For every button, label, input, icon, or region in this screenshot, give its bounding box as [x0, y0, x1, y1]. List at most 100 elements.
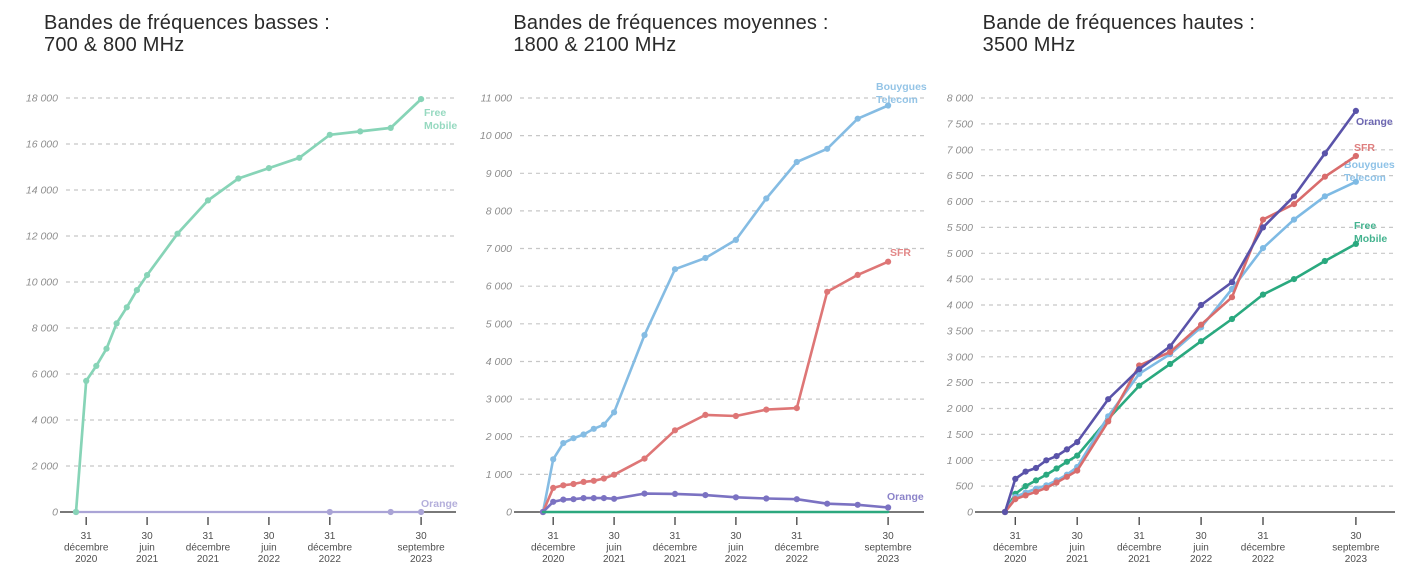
y-tick-label: 10 000 — [480, 130, 512, 142]
series-point-free-mobile — [103, 345, 110, 352]
series-point-orange — [1011, 475, 1019, 482]
series-point-bouygues-telecom — [794, 158, 801, 166]
series-point-orange — [1352, 107, 1359, 114]
series-point-free-mobile — [113, 320, 120, 327]
y-tick-label: 1 500 — [946, 429, 972, 441]
series-label-sfr: SFR — [1354, 142, 1375, 154]
chart-title-line1: Bande de fréquences hautes : — [982, 12, 1256, 34]
series-line-orange — [1003, 109, 1357, 514]
series-point-bouygues-telecom — [1321, 193, 1328, 200]
x-tick-label: 2022 — [725, 554, 748, 565]
series-point-free-mobile — [1135, 382, 1142, 389]
series-point-orange — [702, 492, 709, 499]
series-point-bouygues-telecom — [885, 102, 892, 109]
series-point-sfr — [570, 480, 577, 488]
series-label-free-mobile: Free — [424, 107, 446, 119]
y-tick-label: 8 000 — [486, 205, 512, 217]
y-tick-label: 8 000 — [946, 93, 972, 105]
series-point-free-mobile — [1022, 483, 1029, 490]
series-point-sfr — [702, 411, 709, 418]
series-point-free-mobile — [235, 175, 242, 182]
series-point-bouygues-telecom — [611, 409, 618, 416]
chart-title-line1: Bandes de fréquences basses : — [44, 12, 330, 34]
series-point-sfr — [1197, 321, 1204, 328]
x-tick-label: 30 — [416, 531, 428, 542]
chart-title-line2: 700 & 800 MHz — [44, 34, 185, 56]
x-tick-label: juin — [606, 543, 623, 554]
series-point-sfr — [1053, 479, 1060, 486]
series-point-sfr — [611, 471, 618, 478]
series-point-free-mobile — [1073, 452, 1080, 459]
series-point-sfr — [1063, 473, 1070, 480]
series-point-sfr — [1073, 467, 1080, 474]
series-point-orange — [611, 495, 618, 502]
y-tick-label: 8 000 — [32, 323, 58, 335]
x-tick-label: 30 — [142, 531, 154, 542]
x-tick-label: 31 — [548, 531, 560, 542]
series-point-sfr — [1104, 418, 1111, 425]
x-tick-label: juin — [1068, 543, 1085, 554]
series-label-orange: Orange — [1356, 116, 1393, 128]
x-tick-label: 2023 — [410, 554, 433, 565]
series-point-sfr — [1228, 294, 1235, 301]
series-label-bouygues-telecom: Bouygues — [876, 81, 927, 93]
charts-row: Bandes de fréquences basses : 700 & 800 … — [26, 0, 1408, 568]
series-point-bouygues-telecom — [672, 266, 679, 273]
series-point-free-mobile — [357, 128, 364, 135]
series-point-free-mobile — [93, 362, 100, 369]
series-point-orange — [560, 496, 567, 503]
y-tick-label: 6 000 — [32, 369, 58, 381]
x-tick-label: 31 — [324, 531, 336, 542]
x-tick-label: 2021 — [1128, 554, 1151, 565]
series-point-sfr — [641, 455, 648, 462]
series-point-sfr — [1022, 492, 1029, 499]
series-point-bouygues-telecom — [854, 115, 862, 122]
series-point-bouygues-telecom — [824, 145, 831, 152]
series-point-bouygues-telecom — [591, 425, 598, 432]
chart-title-line1: Bandes de fréquences moyennes : — [513, 12, 829, 34]
series-point-sfr — [550, 484, 557, 491]
series-point-free-mobile — [174, 230, 181, 237]
y-tick-label: 4 000 — [486, 356, 512, 368]
series-point-orange — [1063, 446, 1070, 453]
y-tick-label-zero: 0 — [967, 507, 973, 519]
y-tick-label: 7 500 — [946, 118, 972, 130]
series-point-sfr — [733, 412, 740, 420]
y-tick-label: 7 000 — [946, 144, 972, 156]
chart-panel-high-band: Bande de fréquences hautes : 3500 MHz 8 … — [939, 0, 1408, 568]
x-tick-label: juin — [138, 543, 155, 554]
x-tick-label: décembre — [186, 543, 231, 554]
series-point-orange — [1166, 343, 1173, 350]
series-point-sfr — [1042, 484, 1050, 491]
series-point-orange — [580, 495, 588, 502]
series-point-orange — [1032, 464, 1039, 472]
series-point-orange — [1290, 193, 1297, 200]
y-tick-label: 4 000 — [946, 300, 972, 312]
series-point-orange — [591, 495, 598, 502]
y-tick-label: 2 000 — [945, 403, 972, 415]
series-point-orange — [733, 494, 740, 501]
series-point-sfr — [591, 477, 598, 484]
chart-title-high-band: Bande de fréquences hautes : 3500 MHz — [939, 12, 1408, 78]
x-tick-label: 31 — [1133, 531, 1145, 542]
series-point-free-mobile — [387, 124, 394, 131]
series-point-orange — [794, 496, 801, 503]
y-tick-label: 7 000 — [486, 243, 512, 255]
series-point-orange — [1001, 508, 1008, 516]
series-point-orange — [763, 495, 770, 502]
series-point-orange — [1104, 396, 1111, 403]
series-point-orange — [1228, 279, 1235, 286]
series-point-bouygues-telecom — [1259, 245, 1266, 252]
x-tick-label: 30 — [1071, 531, 1083, 542]
x-tick-label: décembre — [64, 543, 109, 554]
series-label-orange: Orange — [421, 498, 458, 510]
x-tick-label: décembre — [308, 543, 353, 554]
y-tick-label: 5 000 — [486, 318, 512, 330]
series-point-free-mobile — [296, 154, 303, 161]
series-point-free-mobile — [204, 197, 212, 204]
series-point-bouygues-telecom — [560, 440, 567, 447]
y-tick-label: 2 500 — [945, 377, 972, 389]
series-label-sfr: SFR — [890, 247, 911, 259]
series-line-bouygues-telecom — [1003, 180, 1357, 514]
x-tick-label: 2021 — [1066, 554, 1089, 565]
